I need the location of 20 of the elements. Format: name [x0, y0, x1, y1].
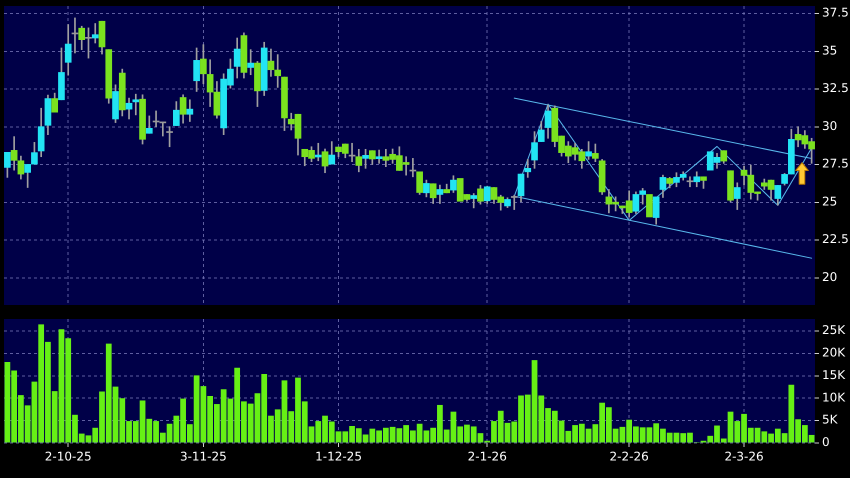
- y-tick-label: 0: [822, 435, 830, 450]
- y-tick-label: 30: [822, 118, 838, 133]
- x-tick-label: 2-3-26: [724, 449, 764, 464]
- y-tick-label: 5K: [822, 412, 839, 427]
- y-tick-label: 10K: [822, 390, 846, 404]
- x-tick-label: 1-12-25: [315, 449, 362, 464]
- y-tick-label: 32.5: [822, 81, 849, 96]
- y-tick-label: 20: [822, 270, 838, 284]
- x-tick-label: 2-2-26: [610, 449, 649, 464]
- x-tick-label: 2-10-25: [44, 449, 92, 464]
- y-tick-label: 22.5: [822, 232, 849, 246]
- y-tick-label: 20K: [822, 346, 846, 360]
- y-tick-label: 37.5: [822, 6, 849, 20]
- y-tick-label: 27.5: [822, 156, 849, 171]
- y-tick-label: 15K: [822, 368, 846, 382]
- y-tick-label: 35: [822, 43, 838, 58]
- x-tick-label: 2-1-26: [468, 449, 507, 464]
- x-tick-label: 3-11-25: [180, 449, 227, 464]
- y-tick-label: 25: [822, 194, 838, 208]
- y-tick-label: 25K: [822, 323, 846, 338]
